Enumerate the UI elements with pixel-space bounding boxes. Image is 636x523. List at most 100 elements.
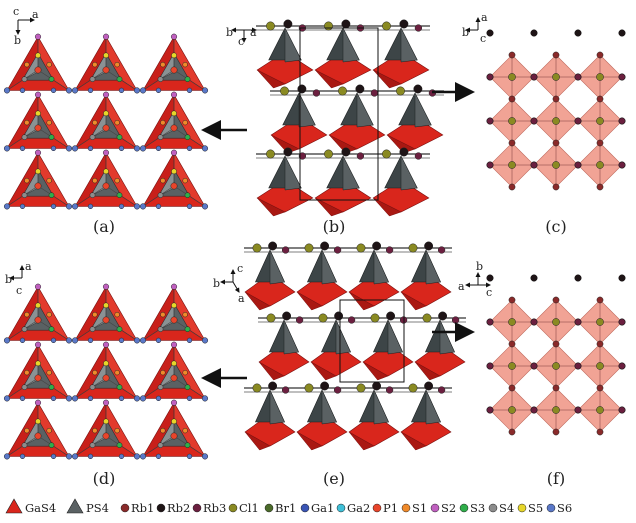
rb3-atom <box>530 406 538 414</box>
layer-unit <box>400 381 452 451</box>
arrows <box>201 82 475 388</box>
rb2-atom <box>386 311 396 321</box>
s6-atom <box>19 203 26 210</box>
s3-atom <box>116 326 123 333</box>
s6-atom <box>65 453 73 460</box>
rb2-atom <box>486 274 494 282</box>
halide-atom <box>382 149 391 159</box>
s1-atom <box>92 177 98 184</box>
halide-atom <box>508 73 516 81</box>
s4-atom <box>89 326 96 333</box>
halide-atom <box>304 243 314 253</box>
s6-atom <box>155 87 162 94</box>
gas4-ps4-cluster <box>139 341 209 402</box>
s6-atom <box>87 395 94 402</box>
s6-atom <box>65 395 73 402</box>
rb3-atom <box>414 152 423 160</box>
legend-item-atom: P1 <box>372 501 398 515</box>
rb2-atom <box>424 381 434 391</box>
rb3-atom <box>530 117 538 125</box>
gas4-polyhedron <box>256 197 286 217</box>
halide-atom <box>508 161 516 169</box>
panel-label-b: (b) <box>323 217 346 236</box>
halide-atom <box>356 243 366 253</box>
s4-atom <box>21 326 28 333</box>
halide-atom <box>552 117 560 125</box>
s6-atom <box>71 453 79 460</box>
ps4-polyhedron <box>269 249 285 285</box>
rb1-atom <box>596 139 604 147</box>
gas4-ps4-cluster <box>71 91 141 152</box>
rb1-atom <box>508 51 516 59</box>
halide-atom <box>552 161 560 169</box>
s1-atom <box>24 119 30 126</box>
panel-label-e: (e) <box>323 469 345 488</box>
legend-label: S3 <box>470 501 485 515</box>
s3-atom <box>184 384 191 391</box>
s1-atom <box>114 427 120 434</box>
rb3-atom <box>451 316 460 324</box>
halide-atom <box>552 318 560 326</box>
rb3-atom <box>385 386 394 394</box>
s3-atom <box>184 76 191 83</box>
ps4-polyhedron <box>425 249 441 285</box>
s4-atom <box>89 76 96 83</box>
halide-atom <box>266 313 276 323</box>
gas4-ps4-cluster <box>139 283 209 344</box>
axis-label: a <box>25 260 32 273</box>
legend-label: GaS4 <box>25 501 56 515</box>
rb1-atom <box>508 428 516 436</box>
layer-unit <box>362 311 414 381</box>
s6-atom <box>50 337 57 344</box>
rb2-atom <box>574 29 582 37</box>
gas4-polyhedron <box>400 431 427 451</box>
gas4-polyhedron <box>400 291 427 311</box>
s4-atom <box>157 384 164 391</box>
s1-atom <box>24 427 30 434</box>
legend-item-atom: S2 <box>430 501 456 515</box>
s6-atom <box>201 453 209 460</box>
axes-indicator-a: c a b <box>13 5 39 47</box>
s3-atom <box>116 384 123 391</box>
p1-atom <box>102 182 110 190</box>
rb3-atom <box>370 89 379 97</box>
s6-atom <box>87 337 94 344</box>
rb3-atom <box>530 73 538 81</box>
rb1-atom <box>508 139 516 147</box>
p1-atom <box>170 316 178 324</box>
gas4-polyhedron <box>314 197 344 217</box>
s6-atom <box>71 145 79 152</box>
s6-atom <box>118 337 125 344</box>
s1-atom <box>182 369 188 376</box>
s6-atom <box>186 395 193 402</box>
s3-atom <box>184 326 191 333</box>
s6-atom <box>3 87 11 94</box>
s1-atom <box>92 311 98 318</box>
axis-label: b <box>476 260 483 273</box>
halide-atom <box>508 406 516 414</box>
s2-atom <box>102 341 110 348</box>
s3-atom <box>48 76 55 83</box>
rb2-atom <box>413 84 423 94</box>
rb3-atom <box>574 161 582 169</box>
rb2-atom <box>438 311 448 321</box>
s6-atom <box>50 453 57 460</box>
s3-atom <box>116 192 123 199</box>
s6-atom <box>71 337 79 344</box>
p1-atom <box>102 374 110 382</box>
legend-item-atom: Rb1 <box>120 501 154 515</box>
s6-atom <box>201 203 209 210</box>
halide-atom <box>508 117 516 125</box>
rb2-atom <box>341 147 351 157</box>
s1-atom <box>46 427 52 434</box>
s6-atom <box>133 145 141 152</box>
rb1-atom <box>508 296 516 304</box>
layer-unit <box>296 241 348 311</box>
p1-atom <box>34 374 42 382</box>
s6-atom <box>65 145 73 152</box>
s6-atom <box>3 203 11 210</box>
s2-atom <box>170 283 178 290</box>
s3-atom <box>184 442 191 449</box>
layer-unit <box>258 311 310 381</box>
s6-atom <box>19 453 26 460</box>
